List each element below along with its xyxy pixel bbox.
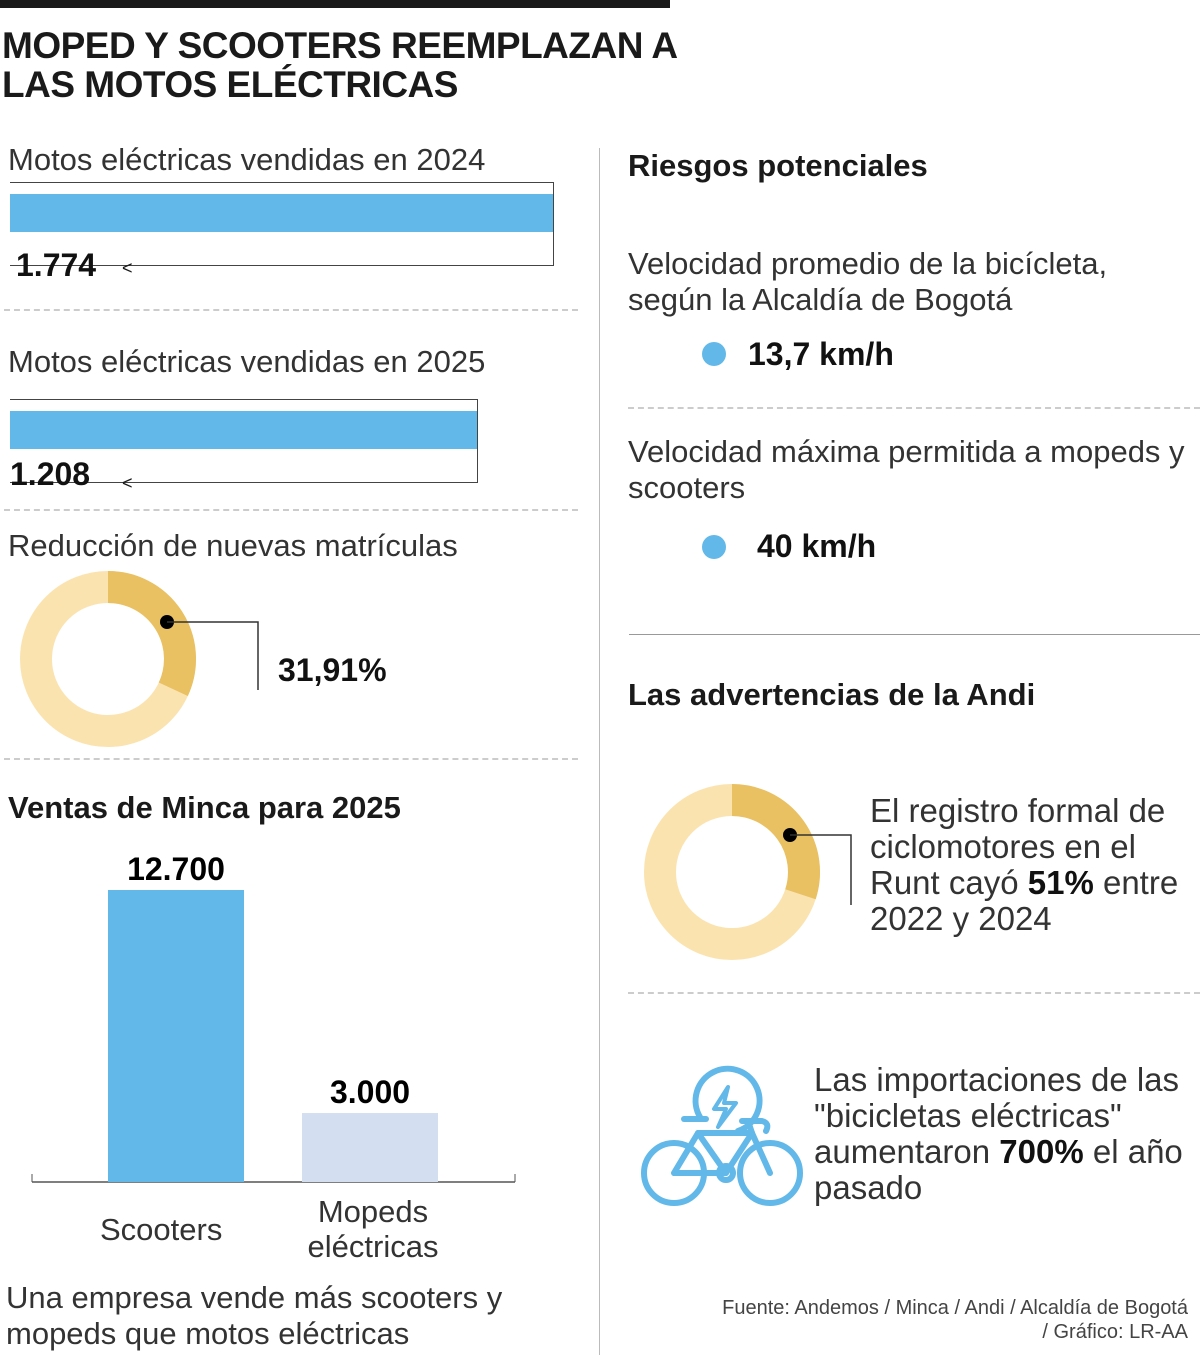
runt-highlight: 51% [1027,864,1094,901]
imports-text-before: Las importaciones de las "bicicletas elé… [814,1061,1180,1170]
runt-text-before: El registro formal de ciclomotores en el… [870,792,1166,901]
bar-0 [108,890,244,1182]
imports-highlight: 700% [999,1133,1084,1170]
divider [629,634,1200,635]
reduction-value: 31,91% [278,652,387,688]
category-label-mopeds: Mopeds eléctricas [307,1194,439,1264]
max-speed-label: Velocidad máxima permitida a mopeds y sc… [628,434,1185,505]
leader-line [167,621,259,690]
bullet-dot [702,342,726,366]
leader-line [790,834,852,905]
imports-text: Las importaciones de las "bicicletas elé… [814,1062,1200,1206]
credit-text: / Gráfico: LR-AA [1042,1321,1188,1343]
runt-text: El registro formal de ciclomotores en el… [870,793,1190,937]
electric-bicycle-icon [641,1065,803,1206]
donut-highlight-arc [731,784,820,900]
sales-2025-value: 1.208 [10,456,91,492]
sales-2025-bar [10,411,477,449]
arrow-left-icon: < [122,473,133,493]
bullet-dot [702,535,726,559]
sales-2024-bracket [10,182,554,266]
divider [4,309,578,311]
divider [628,992,1200,994]
source-note: Fuente: Andemos / Minca / Andi / Alcaldí… [608,1296,1188,1344]
imports-text-after: el año pasado [814,1133,1183,1206]
max-speed-value: 40 km/h [757,528,877,564]
sales-2025-label: Motos eléctricas vendidas en 2025 [8,344,486,379]
bar-1 [302,1113,438,1182]
top-rule [0,0,670,8]
category-label-scooters: Scooters [100,1212,223,1247]
sales-2024-bar [10,194,553,232]
bar-value-label: 3.000 [330,1074,410,1110]
runt-donut [644,784,852,960]
sales-2024-label: Motos eléctricas vendidas en 2024 [8,142,486,177]
runt-text-after: entre 2022 y 2024 [870,864,1179,937]
reduction-label: Reducción de nuevas matrículas [8,528,458,563]
left-footer-note: Una empresa vende más scooters y mopeds … [6,1280,503,1351]
andi-title: Las advertencias de la Andi [628,677,1036,712]
reduction-donut [20,571,259,747]
arrow-left-icon: < [122,258,133,278]
avg-speed-label: Velocidad promedio de la bicícleta, segú… [628,246,1108,317]
source-text: Fuente: Andemos / Minca / Andi / Alcaldí… [722,1297,1188,1319]
page-title: MOPED Y SCOOTERS REEMPLAZAN A LAS MOTOS … [2,25,677,105]
divider [628,407,1200,409]
divider [4,509,578,511]
risks-title: Riesgos potenciales [628,148,928,183]
avg-speed-value: 13,7 km/h [748,336,894,372]
divider [4,758,578,760]
sales-2024-value: 1.774 [16,247,97,283]
minca-bar-chart: 12.700 3.000 [31,851,516,1183]
chart-title: Ventas de Minca para 2025 [8,790,401,825]
column-divider [599,148,600,1355]
sales-2025-bracket [10,399,478,483]
bar-value-label: 12.700 [127,851,225,887]
donut-highlight-arc [107,571,196,697]
